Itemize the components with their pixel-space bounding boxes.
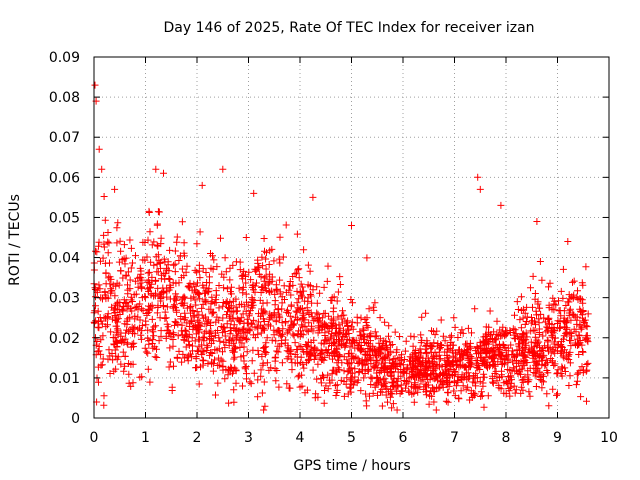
x-tick-label: 1 (141, 430, 150, 446)
x-tick-label: 9 (553, 430, 562, 446)
x-axis-label: GPS time / hours (293, 458, 410, 474)
x-tick-label: 3 (244, 430, 253, 446)
y-tick-label: 0.02 (49, 331, 80, 347)
roti-points (90, 81, 592, 414)
y-tick-label: 0.08 (49, 90, 80, 106)
x-tick-label: 0 (90, 430, 99, 446)
x-tick-label: 5 (347, 430, 356, 446)
y-tick-label: 0.07 (49, 130, 80, 146)
data-points (90, 81, 592, 414)
grid (94, 57, 609, 418)
y-axis-label: ROTI / TECUs (7, 194, 23, 286)
x-tick-label: 7 (450, 430, 459, 446)
x-tick-label: 8 (502, 430, 511, 446)
x-tick-label: 2 (193, 430, 202, 446)
axis-ticks: 0 1 2 3 4 5 6 7 8 9 10 0 0.01 0.02 0.03 0.04 0.05 0.06 0.0… (49, 50, 618, 446)
chart-title: Day 146 of 2025, Rate Of TEC Index for r… (163, 20, 534, 36)
y-tick-label: 0.03 (49, 291, 80, 307)
y-tick-label: 0 (71, 411, 80, 427)
x-tick-label: 10 (600, 430, 618, 446)
x-tick-label: 4 (296, 430, 305, 446)
y-tick-label: 0.09 (49, 50, 80, 66)
y-tick-label: 0.01 (49, 371, 80, 387)
x-tick-label: 6 (399, 430, 408, 446)
y-tick-label: 0.05 (49, 210, 80, 226)
y-tick-label: 0.06 (49, 170, 80, 186)
y-tick-label: 0.04 (49, 251, 80, 267)
